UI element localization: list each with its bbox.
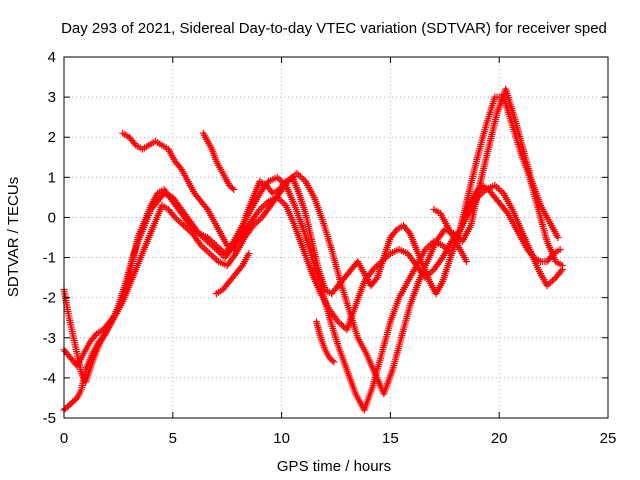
data-point (548, 277, 556, 285)
y-tick-label: -3 (43, 330, 56, 347)
data-point (208, 251, 216, 259)
data-point (131, 140, 139, 148)
data-point (185, 220, 193, 228)
data-point (333, 316, 341, 324)
data-point (437, 255, 445, 263)
data-point (231, 251, 239, 259)
data-point (463, 258, 471, 266)
data-point (496, 186, 504, 194)
data-point (230, 185, 238, 193)
chart-title: Day 293 of 2021, Sidereal Day-to-day VTE… (61, 20, 607, 37)
data-point (554, 234, 562, 241)
series-2 (60, 93, 566, 414)
y-tick-label: 3 (48, 89, 56, 106)
data-point (170, 212, 178, 220)
y-tick-label: 2 (48, 129, 56, 146)
data-point (255, 207, 263, 215)
data-point (392, 227, 400, 235)
data-point (237, 263, 245, 271)
data-point (196, 240, 204, 248)
data-point (211, 254, 219, 262)
series-8 (312, 318, 338, 366)
data-point (245, 250, 253, 258)
data-points (60, 85, 566, 414)
series-5 (199, 129, 238, 193)
y-axis-ticks: -5 -4 -3 -2 -1 0 1 2 3 4 (43, 49, 608, 427)
series-3 (60, 85, 562, 398)
data-point (405, 228, 413, 236)
y-tick-label: -5 (43, 410, 56, 427)
x-tick-label: 15 (382, 430, 399, 447)
y-axis-label: SDTVAR / TECUs (5, 177, 22, 297)
series-4 (119, 129, 564, 298)
data-point (111, 311, 119, 319)
x-tick-label: 10 (273, 430, 290, 447)
data-point (202, 204, 210, 212)
y-tick-label: -4 (43, 370, 56, 387)
data-point (547, 278, 555, 286)
y-tick-label: 1 (48, 169, 56, 186)
data-point (529, 252, 537, 260)
x-tick-label: 5 (169, 430, 177, 447)
y-tick-label: -2 (43, 290, 56, 307)
data-point (176, 164, 184, 172)
data-point (558, 262, 566, 270)
x-tick-label: 25 (600, 430, 617, 447)
data-point (281, 179, 289, 187)
data-point (368, 267, 376, 275)
y-tick-label: 4 (48, 49, 56, 66)
y-tick-label: -1 (43, 250, 56, 267)
data-point (556, 246, 564, 254)
data-point (330, 358, 338, 366)
x-axis-label: GPS time / hours (277, 458, 391, 475)
data-point (557, 267, 565, 275)
data-point (206, 250, 214, 258)
data-point (503, 208, 511, 216)
data-point (372, 275, 380, 283)
data-point (293, 169, 301, 177)
series-7 (430, 205, 471, 266)
data-point (174, 217, 182, 225)
data-point (209, 253, 217, 261)
data-point (248, 223, 256, 231)
x-axis-ticks: 0 5 10 15 20 25 (60, 57, 617, 447)
series-6 (212, 250, 253, 298)
data-point (298, 174, 306, 182)
data-point (91, 331, 99, 339)
data-point (178, 220, 186, 228)
data-point (176, 218, 184, 226)
data-point (204, 248, 212, 256)
plot-frame (63, 56, 609, 419)
data-point (201, 245, 209, 253)
y-tick-label: 0 (48, 209, 56, 226)
data-point (328, 357, 336, 365)
x-tick-label: 20 (491, 430, 508, 447)
data-point (228, 184, 236, 192)
data-point (278, 198, 286, 206)
data-point (202, 246, 210, 254)
data-point (548, 251, 556, 259)
data-point (296, 173, 304, 181)
x-tick-label: 0 (60, 430, 68, 447)
